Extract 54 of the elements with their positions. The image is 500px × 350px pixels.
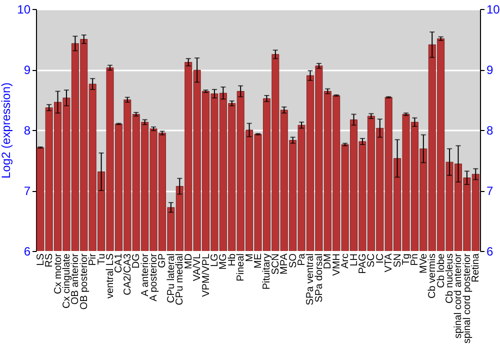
x-tick-label: Pn	[410, 254, 421, 266]
y-tick-label: 10	[17, 2, 31, 16]
x-tick-label: Cb lobe	[436, 253, 447, 288]
x-tick-label: CA2/CA3	[122, 253, 134, 296]
x-tick-label: LG	[209, 253, 220, 267]
x-tick-label: DM	[322, 254, 334, 270]
x-tick-label: spinal cord posterior	[462, 252, 473, 344]
x-tick-label: ME	[253, 253, 264, 268]
x-tick-label: Pineal	[236, 254, 247, 282]
x-tick-label: SCN	[270, 254, 282, 275]
y2-tick-label: 9	[486, 63, 494, 77]
x-tick-label: ventral LS	[105, 253, 116, 299]
x-tick-label: Arc	[340, 254, 352, 268]
x-tick-label: IC	[374, 254, 386, 264]
x-tick-label: Pituitary	[262, 254, 273, 290]
x-tick-label: PAG	[357, 253, 368, 274]
x-tick-label: MPA	[279, 253, 290, 274]
x-tick-label: SN	[392, 254, 404, 268]
x-tick-label: Cx cingulate	[61, 253, 72, 309]
x-tick-label: SO	[288, 253, 299, 268]
x-tick-label: spinal cord anterior	[453, 252, 464, 339]
x-tick-label: A anterior	[140, 252, 151, 296]
x-tick-label: CPu medial	[174, 254, 186, 306]
x-tick-label: GP	[157, 253, 168, 268]
x-tick-label: LS	[35, 253, 46, 266]
x-tick-label: OB posterior	[78, 252, 90, 310]
x-tick-label: Tu	[96, 254, 108, 265]
x-tick-label: SC	[366, 254, 378, 268]
x-tick-label: A posterior	[148, 252, 160, 302]
y-tick-label: 6	[24, 244, 31, 258]
y2-tick-label: 8	[486, 124, 494, 138]
y-tick-label: 7	[24, 184, 31, 198]
x-tick-label: Pir	[88, 252, 99, 266]
x-tick-label: DG	[131, 253, 142, 268]
x-tick-label: MVe	[418, 253, 430, 274]
x-tick-label: VTA	[384, 253, 395, 272]
x-tick-label: OB anterior	[70, 252, 82, 305]
y2-tick-label: 7	[486, 184, 494, 198]
y-tick-label: 9	[24, 63, 31, 77]
x-tick-label: Tg	[401, 254, 412, 266]
y2-tick-label: 10	[486, 2, 500, 16]
y2-tick-label: 6	[486, 244, 494, 258]
x-tick-label: Hb	[226, 253, 238, 266]
y-axis-title: Log2 (expression)	[0, 82, 14, 179]
x-tick-label: VPM/VPL	[200, 253, 212, 297]
x-tick-label: Retina	[470, 253, 482, 282]
x-tick-label: LH	[348, 254, 360, 266]
x-tick-label: CPu lateral	[166, 254, 177, 303]
x-tick-label: VMH	[331, 254, 342, 276]
y-tick-label: 8	[24, 124, 31, 138]
x-tick-label: M	[244, 254, 256, 262]
x-tick-label: SPa dorsal	[314, 254, 325, 302]
x-tick-label: CA1	[114, 253, 125, 273]
x-tick-label: RS	[44, 253, 56, 268]
